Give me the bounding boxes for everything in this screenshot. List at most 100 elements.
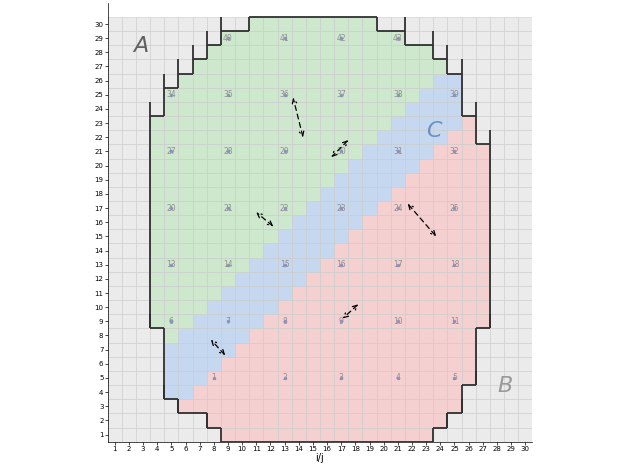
- Bar: [164, 329, 179, 343]
- Text: 27: 27: [166, 147, 176, 156]
- Bar: [249, 116, 264, 130]
- Bar: [150, 88, 164, 102]
- Bar: [419, 102, 433, 116]
- Bar: [193, 102, 207, 116]
- Bar: [122, 385, 136, 399]
- Bar: [292, 258, 306, 272]
- Bar: [306, 343, 320, 356]
- Bar: [419, 215, 433, 229]
- Bar: [518, 427, 532, 442]
- Bar: [320, 130, 334, 144]
- Bar: [334, 88, 348, 102]
- Bar: [391, 130, 405, 144]
- Bar: [433, 385, 447, 399]
- Bar: [306, 144, 320, 158]
- Bar: [490, 413, 504, 427]
- Bar: [362, 343, 376, 356]
- Bar: [320, 272, 334, 286]
- Bar: [292, 399, 306, 413]
- Bar: [207, 130, 221, 144]
- Bar: [320, 116, 334, 130]
- Bar: [235, 59, 249, 74]
- Bar: [221, 243, 235, 258]
- Bar: [249, 74, 264, 88]
- Bar: [150, 229, 164, 243]
- Bar: [292, 102, 306, 116]
- Bar: [419, 243, 433, 258]
- Bar: [122, 272, 136, 286]
- Bar: [193, 258, 207, 272]
- Bar: [320, 300, 334, 314]
- Bar: [235, 31, 249, 45]
- Bar: [150, 173, 164, 187]
- Bar: [362, 102, 376, 116]
- Bar: [376, 88, 391, 102]
- Bar: [150, 258, 164, 272]
- Bar: [334, 286, 348, 300]
- Bar: [193, 314, 207, 329]
- Bar: [179, 74, 193, 88]
- Bar: [334, 272, 348, 286]
- Bar: [150, 158, 164, 173]
- Bar: [320, 413, 334, 427]
- Bar: [108, 427, 122, 442]
- Bar: [433, 413, 447, 427]
- Bar: [447, 187, 461, 201]
- Bar: [108, 371, 122, 385]
- Bar: [235, 102, 249, 116]
- Text: 30: 30: [337, 147, 346, 156]
- Bar: [348, 385, 362, 399]
- Bar: [490, 187, 504, 201]
- Bar: [476, 329, 490, 343]
- Bar: [348, 258, 362, 272]
- Bar: [447, 144, 461, 158]
- Bar: [476, 173, 490, 187]
- Bar: [249, 343, 264, 356]
- Bar: [348, 356, 362, 371]
- Bar: [376, 413, 391, 427]
- Bar: [278, 343, 292, 356]
- Bar: [179, 258, 193, 272]
- Bar: [447, 272, 461, 286]
- Bar: [348, 158, 362, 173]
- Bar: [306, 173, 320, 187]
- Bar: [433, 45, 447, 59]
- Bar: [447, 130, 461, 144]
- Bar: [278, 88, 292, 102]
- Bar: [264, 130, 278, 144]
- Bar: [164, 314, 179, 329]
- Bar: [193, 286, 207, 300]
- Bar: [405, 74, 419, 88]
- Bar: [235, 329, 249, 343]
- Bar: [264, 229, 278, 243]
- Bar: [447, 300, 461, 314]
- Bar: [391, 201, 405, 215]
- Bar: [320, 144, 334, 158]
- Bar: [518, 187, 532, 201]
- Bar: [221, 314, 235, 329]
- Bar: [433, 31, 447, 45]
- Bar: [405, 59, 419, 74]
- Bar: [362, 144, 376, 158]
- Bar: [207, 74, 221, 88]
- Bar: [518, 385, 532, 399]
- Bar: [334, 343, 348, 356]
- Bar: [136, 300, 150, 314]
- Bar: [419, 329, 433, 343]
- Bar: [249, 300, 264, 314]
- Bar: [433, 413, 447, 427]
- Bar: [164, 399, 179, 413]
- Bar: [306, 413, 320, 427]
- Bar: [193, 59, 207, 74]
- Bar: [447, 343, 461, 356]
- Bar: [348, 74, 362, 88]
- Bar: [122, 173, 136, 187]
- Bar: [334, 173, 348, 187]
- Bar: [179, 343, 193, 356]
- Bar: [207, 88, 221, 102]
- Bar: [108, 356, 122, 371]
- Bar: [433, 427, 447, 442]
- Bar: [136, 88, 150, 102]
- Bar: [235, 88, 249, 102]
- Bar: [433, 144, 447, 158]
